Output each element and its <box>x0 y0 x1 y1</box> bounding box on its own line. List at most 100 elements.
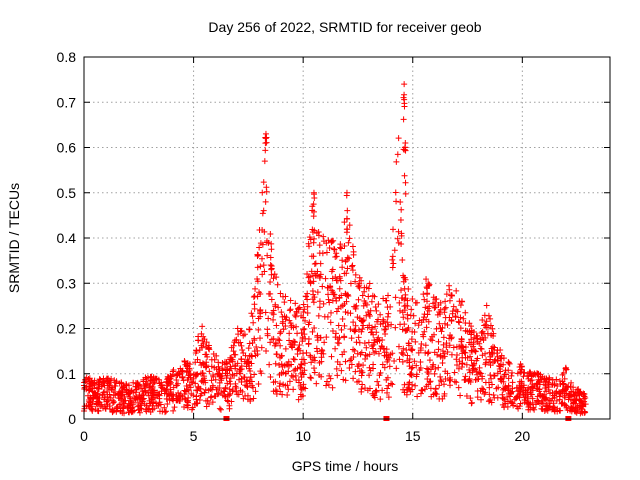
data-point <box>388 380 395 387</box>
data-point <box>226 378 233 385</box>
data-point <box>89 382 96 389</box>
data-point <box>319 347 326 354</box>
data-point <box>424 350 431 357</box>
data-point <box>443 340 450 347</box>
data-point <box>195 333 202 340</box>
data-point <box>418 341 425 348</box>
data-point <box>142 389 149 396</box>
data-point <box>259 210 266 217</box>
data-point <box>408 365 415 372</box>
data-point <box>275 304 282 311</box>
data-point <box>198 390 205 397</box>
data-point <box>446 286 453 293</box>
data-point <box>152 394 159 401</box>
data-point <box>385 322 392 329</box>
data-point <box>372 304 379 311</box>
data-point <box>181 403 188 410</box>
data-point <box>379 361 386 368</box>
data-point <box>284 392 291 399</box>
data-point <box>307 352 314 359</box>
data-point <box>254 293 261 300</box>
data-point <box>408 346 415 353</box>
data-point <box>581 409 588 416</box>
data-point <box>459 298 466 305</box>
data-point <box>559 378 566 385</box>
data-point <box>119 397 126 404</box>
data-point <box>372 348 379 355</box>
data-point <box>90 392 97 399</box>
data-point <box>365 285 372 292</box>
data-point <box>412 382 419 389</box>
data-point <box>422 304 429 311</box>
data-point <box>314 337 321 344</box>
data-point <box>326 372 333 379</box>
data-point <box>435 338 442 345</box>
data-point <box>521 394 528 401</box>
data-point <box>158 381 165 388</box>
data-point <box>396 307 403 314</box>
data-point <box>282 323 289 330</box>
data-point <box>486 384 493 391</box>
data-point <box>550 392 557 399</box>
data-point <box>332 345 339 352</box>
data-point <box>421 386 428 393</box>
data-point <box>326 245 333 252</box>
data-point <box>339 264 346 271</box>
data-point <box>329 275 336 282</box>
data-point <box>421 328 428 335</box>
data-point <box>361 288 368 295</box>
data-point <box>374 378 381 385</box>
data-point <box>331 246 338 253</box>
data-point <box>216 385 223 392</box>
data-point <box>254 264 261 271</box>
data-point <box>355 283 362 290</box>
data-point <box>401 96 408 103</box>
data-point <box>193 387 200 394</box>
data-point <box>225 398 232 405</box>
data-point <box>205 344 212 351</box>
data-point <box>383 376 390 383</box>
data-point <box>466 339 473 346</box>
data-point <box>245 345 252 352</box>
data-point <box>285 368 292 375</box>
data-point <box>582 395 589 402</box>
data-point <box>341 219 348 226</box>
data-point <box>401 146 408 153</box>
data-point <box>516 403 523 410</box>
data-point <box>279 318 286 325</box>
data-point <box>349 243 356 250</box>
data-point <box>210 373 217 380</box>
data-point <box>257 263 264 270</box>
data-point <box>462 320 469 327</box>
data-point <box>146 397 153 404</box>
data-point <box>267 230 274 237</box>
data-point <box>404 352 411 359</box>
data-point <box>454 308 461 315</box>
data-point <box>395 343 402 350</box>
data-point <box>399 326 406 333</box>
data-point <box>422 342 429 349</box>
data-point <box>539 406 546 413</box>
data-point <box>366 364 373 371</box>
data-point <box>490 372 497 379</box>
data-point <box>393 365 400 372</box>
data-point <box>316 250 323 257</box>
data-point <box>359 318 366 325</box>
data-point <box>508 372 515 379</box>
data-point <box>166 397 173 404</box>
data-point <box>173 382 180 389</box>
data-point <box>290 373 297 380</box>
data-point <box>276 371 283 378</box>
data-point <box>97 376 104 383</box>
data-point <box>153 400 160 407</box>
data-point <box>329 238 336 245</box>
data-point <box>356 368 363 375</box>
data-point <box>232 365 239 372</box>
data-point <box>453 287 460 294</box>
data-point <box>277 388 284 395</box>
data-point <box>260 262 267 269</box>
data-point <box>485 312 492 319</box>
data-point <box>534 371 541 378</box>
data-point <box>144 380 151 387</box>
data-point <box>488 399 495 406</box>
